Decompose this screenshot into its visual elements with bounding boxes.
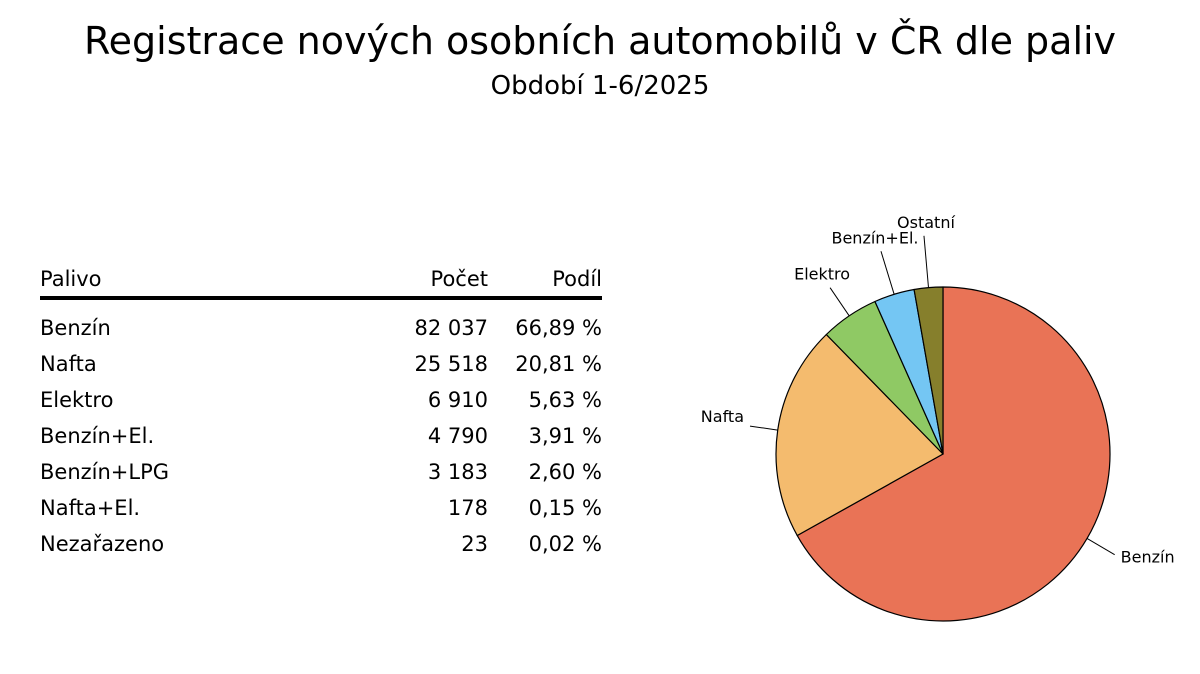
pie-slice-label: Benzín [1121, 548, 1175, 567]
table-row: Benzín 82 037 66,89 % [40, 298, 602, 346]
fuel-count: 178 [447, 496, 488, 520]
pie-leader-line [1086, 538, 1115, 556]
fuel-name: Nafta [40, 352, 97, 376]
fuel-count: 25 518 [414, 352, 488, 376]
fuel-share: 5,63 % [528, 388, 602, 412]
pie-leader-line [923, 235, 929, 288]
fuel-share: 20,81 % [515, 352, 602, 376]
fuel-share: 0,02 % [528, 532, 602, 556]
pie-slice-label: Ostatní [897, 213, 955, 232]
table-row: Elektro 6 910 5,63 % [40, 382, 602, 418]
fuel-count: 4 790 [427, 424, 488, 448]
fuel-name: Nafta+El. [40, 496, 141, 520]
fuel-count: 6 910 [427, 388, 488, 412]
pie-slice-label: Elektro [794, 265, 850, 284]
column-header-share: Podíl [488, 262, 602, 300]
fuel-name: Benzín+El. [40, 424, 155, 448]
chart-subtitle: Období 1-6/2025 [490, 71, 710, 101]
pie-slice-label: Nafta [701, 407, 744, 426]
table-row: Benzín+LPG 3 183 2,60 % [40, 454, 602, 490]
table-row: Nafta+El. 178 0,15 % [40, 490, 602, 526]
pie-slice-label: Benzín+El. [831, 228, 918, 247]
fuel-share: 0,15 % [528, 496, 602, 520]
pie-leader-line [880, 251, 895, 295]
table-row: Nezařazeno 23 0,02 % [40, 526, 602, 562]
fuel-count: 82 037 [414, 316, 488, 340]
pie-leader-line [749, 425, 778, 431]
fuel-name: Nezařazeno [40, 532, 165, 556]
fuel-count: 3 183 [427, 460, 488, 484]
fuel-table: Palivo Počet Podíl Benzín 82 037 66,89 %… [40, 262, 602, 562]
pie-chart: Benzín Nafta Elektro Benzín+El.Ostatní [701, 213, 1175, 622]
fuel-name: Benzín [40, 316, 111, 340]
pie-slices [775, 286, 1111, 622]
pie-leader-line [829, 287, 850, 317]
pie-labels: Benzín Nafta Elektro Benzín+El.Ostatní [701, 213, 1175, 567]
fuel-count: 23 [461, 532, 488, 556]
fuel-share: 3,91 % [528, 424, 602, 448]
fuel-share: 2,60 % [528, 460, 602, 484]
fuel-name: Elektro [40, 388, 114, 412]
pie-slice [775, 333, 944, 537]
column-header-fuel: Palivo [40, 262, 340, 300]
fuel-name: Benzín+LPG [40, 460, 170, 484]
column-header-count: Počet [340, 262, 488, 300]
chart-title: Registrace nových osobních automobilů v … [83, 19, 1117, 63]
table-row: Nafta 25 518 20,81 % [40, 346, 602, 382]
fuel-share: 66,89 % [515, 316, 602, 340]
table-row: Benzín+El. 4 790 3,91 % [40, 418, 602, 454]
table-header-row: Palivo Počet Podíl [40, 262, 602, 300]
